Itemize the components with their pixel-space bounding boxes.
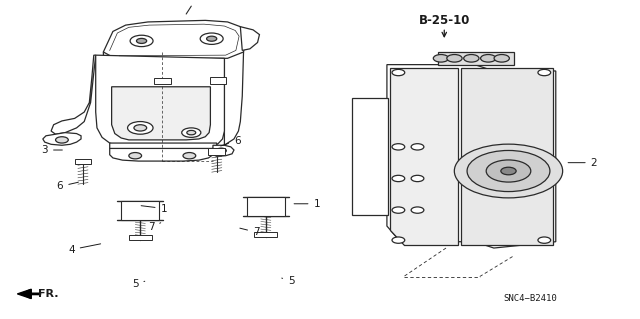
Polygon shape	[223, 52, 244, 145]
Circle shape	[129, 152, 141, 159]
Polygon shape	[96, 55, 225, 149]
Bar	[209, 148, 225, 155]
Circle shape	[494, 55, 509, 62]
Bar	[154, 78, 171, 84]
Bar	[254, 232, 277, 237]
Circle shape	[136, 38, 147, 43]
Circle shape	[464, 55, 479, 62]
Text: SNC4−B2410: SNC4−B2410	[504, 294, 557, 303]
Text: 7: 7	[148, 222, 161, 233]
Circle shape	[454, 144, 563, 198]
Circle shape	[411, 144, 424, 150]
Circle shape	[447, 55, 462, 62]
Circle shape	[200, 33, 223, 44]
Text: 5: 5	[132, 279, 145, 289]
Text: 7: 7	[240, 227, 260, 237]
Circle shape	[467, 151, 550, 192]
Circle shape	[56, 137, 68, 143]
Circle shape	[187, 130, 196, 135]
Polygon shape	[390, 68, 458, 245]
Circle shape	[486, 160, 531, 182]
Text: 6: 6	[57, 182, 78, 191]
Polygon shape	[109, 143, 217, 154]
Circle shape	[392, 237, 404, 243]
Polygon shape	[352, 98, 388, 215]
Circle shape	[127, 122, 153, 134]
Polygon shape	[51, 55, 96, 134]
Circle shape	[538, 237, 550, 243]
Circle shape	[433, 55, 449, 62]
Text: B-25-10: B-25-10	[419, 14, 470, 27]
Circle shape	[538, 69, 550, 76]
Circle shape	[134, 125, 147, 131]
Polygon shape	[111, 87, 211, 140]
Bar	[129, 235, 152, 240]
Bar	[75, 159, 92, 164]
Circle shape	[130, 35, 153, 47]
Polygon shape	[241, 27, 259, 50]
Polygon shape	[387, 65, 556, 248]
Circle shape	[392, 175, 404, 182]
Circle shape	[392, 207, 404, 213]
Text: 3: 3	[42, 145, 62, 155]
Polygon shape	[213, 145, 234, 156]
Circle shape	[392, 144, 404, 150]
Polygon shape	[461, 68, 552, 245]
Text: 1: 1	[294, 199, 320, 209]
Text: 5: 5	[282, 276, 294, 286]
Bar	[210, 77, 227, 84]
Circle shape	[481, 55, 496, 62]
Polygon shape	[43, 133, 81, 145]
Text: 1: 1	[141, 204, 167, 213]
Text: 2: 2	[568, 158, 597, 168]
Circle shape	[501, 167, 516, 175]
Bar	[121, 201, 159, 219]
Circle shape	[182, 128, 201, 137]
Polygon shape	[103, 52, 223, 143]
Circle shape	[411, 175, 424, 182]
Circle shape	[411, 207, 424, 213]
Polygon shape	[109, 148, 213, 161]
Circle shape	[392, 69, 404, 76]
Circle shape	[183, 152, 196, 159]
Polygon shape	[17, 289, 31, 299]
Bar	[246, 197, 285, 216]
Polygon shape	[103, 20, 246, 59]
Text: 6: 6	[221, 136, 241, 146]
Text: FR.: FR.	[38, 289, 59, 299]
Circle shape	[216, 148, 227, 153]
Circle shape	[207, 36, 217, 41]
Polygon shape	[438, 52, 513, 65]
Text: 4: 4	[68, 244, 100, 255]
